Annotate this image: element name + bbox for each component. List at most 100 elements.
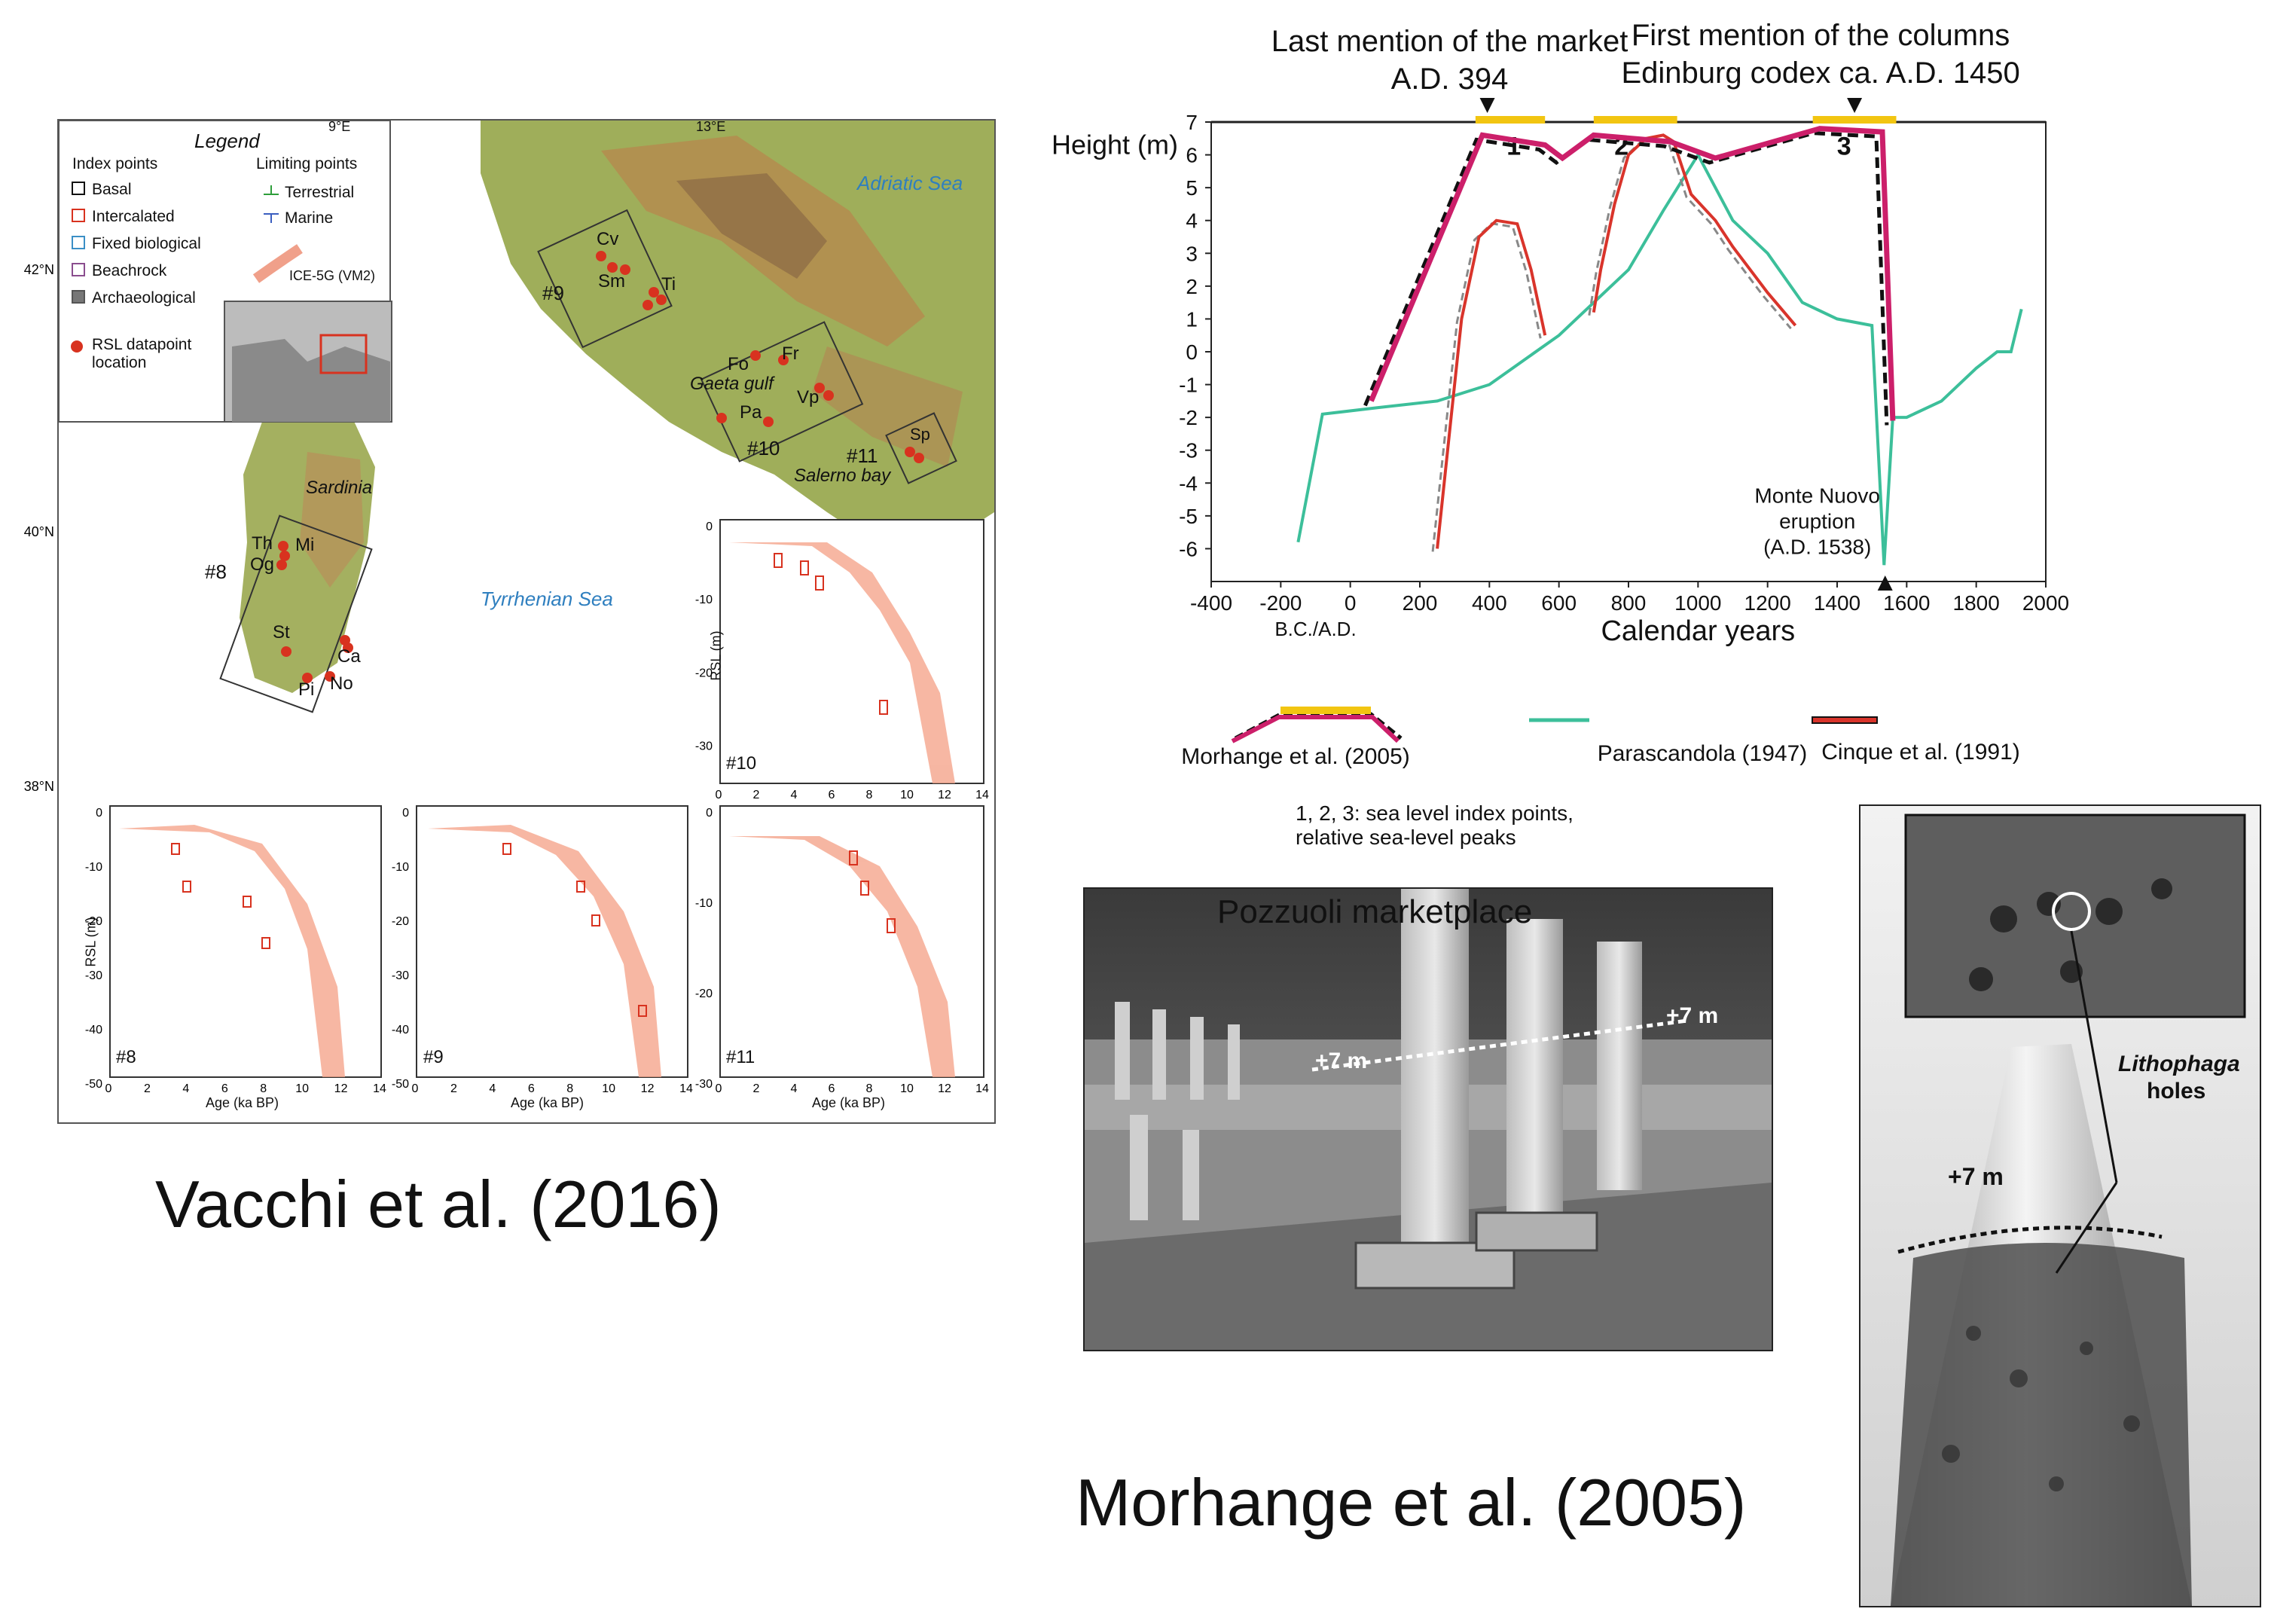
subplot-11-name: #11 bbox=[726, 1047, 755, 1067]
x-tick-label: 1200 bbox=[1744, 591, 1791, 615]
peak-label-3: 3 bbox=[1837, 133, 1851, 161]
pozzuoli-photo: Pozzuoli marketplace +7 m +7 m bbox=[1083, 887, 1773, 1351]
legend-item-intercalated: Intercalated bbox=[92, 208, 175, 225]
subplot-x-tick: 2 bbox=[753, 789, 760, 801]
label-region-10: #10 bbox=[747, 437, 780, 459]
legend-label-morhange: Morhange et al. (2005) bbox=[1181, 744, 1410, 769]
subplot-x-tick: 6 bbox=[829, 789, 835, 801]
subplot-x-tick: 6 bbox=[221, 1082, 228, 1095]
y-tick-label: 6 bbox=[1186, 144, 1198, 167]
y-tick-label: 5 bbox=[1186, 176, 1198, 200]
subplot-x-tick: 2 bbox=[144, 1082, 151, 1095]
index-bar-1 bbox=[1475, 116, 1546, 124]
label-fr: Fr bbox=[782, 343, 799, 364]
subplot-y-tick: -20 bbox=[392, 915, 409, 928]
index-bar-2 bbox=[1593, 116, 1677, 124]
label-sardinia: Sardinia bbox=[306, 478, 373, 498]
legend-index-points-title: Index points bbox=[72, 155, 158, 172]
annotation-eruption-1: Monte Nuovo bbox=[1754, 484, 1880, 507]
subplot-x-tick: 12 bbox=[641, 1082, 655, 1095]
y-tick-label: 1 bbox=[1186, 307, 1198, 331]
subplot-y-tick: -20 bbox=[85, 915, 102, 928]
label-region-11: #11 bbox=[847, 444, 878, 467]
x-tick-label: 1000 bbox=[1674, 591, 1721, 615]
annotation-market-1: Last mention of the market bbox=[1271, 25, 1628, 58]
market-marker-right: +7 m bbox=[1666, 1003, 1719, 1028]
y-tick-label: 0 bbox=[1186, 340, 1198, 364]
subplot-9-name: #9 bbox=[423, 1047, 444, 1067]
label-fo: Fo bbox=[728, 354, 749, 374]
legend-label-cinque: Cinque et al. (1991) bbox=[1821, 740, 2020, 765]
x-tick-label: 400 bbox=[1472, 591, 1507, 615]
vacchi-figure: Legend Index points Limiting points Basa… bbox=[57, 119, 996, 1124]
y-tick-label: 3 bbox=[1186, 242, 1198, 265]
series-cinque-3 bbox=[1672, 141, 1797, 327]
y-tick-label: -2 bbox=[1179, 406, 1198, 429]
lon-label-13e: 13°E bbox=[696, 119, 726, 134]
subplot-8-name: #8 bbox=[116, 1047, 136, 1067]
label-sp: Sp bbox=[910, 425, 930, 444]
subplot-x-tick: 2 bbox=[450, 1082, 457, 1095]
series-cinque-1 bbox=[1436, 218, 1547, 549]
y-tick-label: -1 bbox=[1179, 374, 1198, 397]
legend-rsl-label-2: location bbox=[92, 354, 147, 371]
subplot-y-tick: 0 bbox=[96, 807, 102, 820]
x-tick-label: -400 bbox=[1190, 591, 1232, 615]
x-tick-label: 1800 bbox=[1953, 591, 2000, 615]
subplot-x-tick: 4 bbox=[489, 1082, 496, 1095]
legend-title: Legend bbox=[194, 130, 260, 152]
subplot-y-tick: -20 bbox=[695, 988, 713, 1000]
subplot-x-tick: 8 bbox=[866, 1082, 873, 1095]
series-morhange-dashed bbox=[1363, 131, 1889, 426]
legend-cinque-swatch bbox=[1812, 716, 1878, 724]
subplot-x-tick: 0 bbox=[105, 1082, 112, 1095]
lat-label: 38°N bbox=[24, 779, 54, 794]
subplot-y-tick: 0 bbox=[402, 807, 409, 820]
legend-item-basal: Basal bbox=[92, 181, 132, 198]
subplot-11-xlabel: Age (ka BP) bbox=[812, 1095, 886, 1110]
subplot-x-tick: 6 bbox=[829, 1082, 835, 1095]
y-tick-label: -6 bbox=[1179, 537, 1198, 560]
index-note-1: 1, 2, 3: sea level index points, bbox=[1296, 801, 1574, 825]
lat-label: 40°N bbox=[24, 524, 54, 539]
subplot-x-tick: 4 bbox=[182, 1082, 189, 1095]
vacchi-caption: Vacchi et al. (2016) bbox=[155, 1167, 722, 1241]
annotation-market-2: A.D. 394 bbox=[1391, 63, 1509, 96]
y-tick-label: 7 bbox=[1186, 111, 1198, 134]
legend-item-terrestrial: Terrestrial bbox=[285, 184, 355, 201]
subplot-x-tick: 6 bbox=[528, 1082, 535, 1095]
subplot-y-tick: -10 bbox=[85, 861, 102, 874]
index-bar-3 bbox=[1812, 116, 1897, 124]
label-st: St bbox=[273, 622, 290, 643]
subplot-y-tick: 0 bbox=[706, 807, 713, 820]
subplot-x-tick: 10 bbox=[602, 1082, 615, 1095]
subplot-y-tick: -10 bbox=[392, 861, 409, 874]
legend-morhange-bar bbox=[1280, 707, 1371, 714]
legend-morhange-swatch bbox=[1231, 715, 1400, 743]
subplot-y-tick: -30 bbox=[85, 969, 102, 982]
subplot-y-tick: -40 bbox=[392, 1024, 409, 1036]
series-cinque-shadow-3 bbox=[1668, 144, 1792, 330]
legend-rsl-label-1: RSL datapoint bbox=[92, 336, 192, 353]
legend-label-parascandola: Parascandola (1947) bbox=[1598, 741, 1808, 766]
plot-frame bbox=[1210, 121, 2047, 582]
legend-item-marine: Marine bbox=[285, 209, 334, 227]
subplot-y-tick: 0 bbox=[706, 520, 713, 533]
pozzuoli-photo-svg bbox=[1085, 889, 1772, 1350]
label-vp: Vp bbox=[797, 387, 820, 408]
column-photo: +7 m Lithophaga holes bbox=[1859, 804, 2261, 1607]
subplot-x-tick: 12 bbox=[334, 1082, 348, 1095]
subplot-x-tick: 14 bbox=[373, 1082, 386, 1095]
label-region-8: #8 bbox=[205, 560, 227, 583]
y-axis-label: Height (m) bbox=[1052, 130, 1178, 160]
eruption-arrow bbox=[1877, 575, 1893, 591]
vacchi-map-svg bbox=[59, 121, 994, 1078]
subplot-y-tick: -30 bbox=[695, 740, 713, 753]
label-ca: Ca bbox=[337, 646, 361, 667]
y-tick-label: -5 bbox=[1179, 505, 1198, 528]
subplot-10-name: #10 bbox=[726, 753, 757, 774]
label-pi: Pi bbox=[298, 679, 315, 700]
holes-label: holes bbox=[2147, 1079, 2206, 1104]
subplot-x-tick: 10 bbox=[295, 1082, 309, 1095]
subplot-x-tick: 10 bbox=[900, 789, 914, 801]
